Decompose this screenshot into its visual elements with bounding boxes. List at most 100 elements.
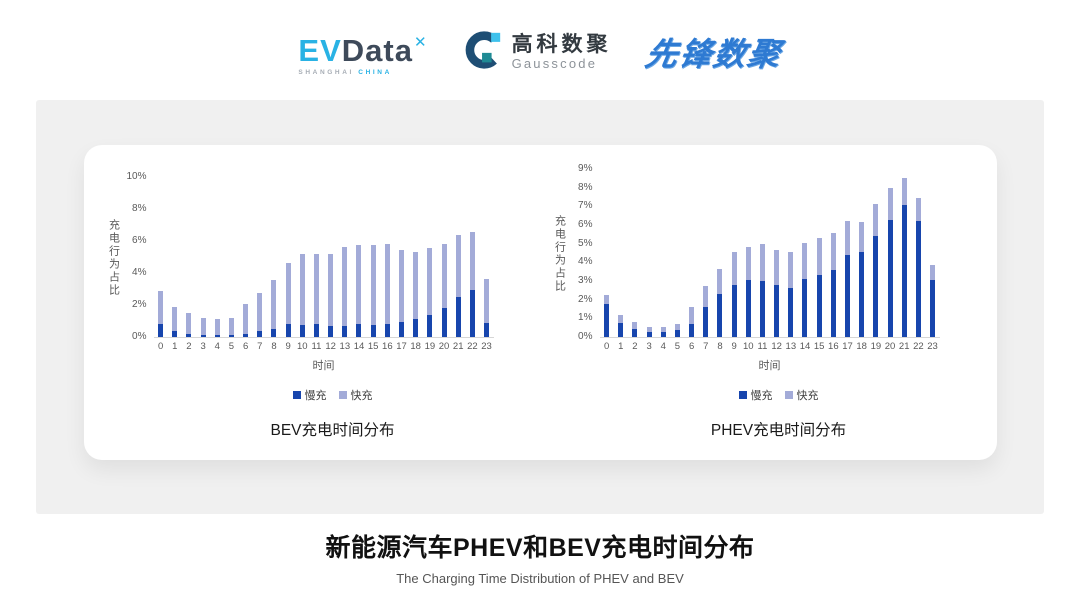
x-tick-label: 12 xyxy=(325,341,336,352)
x-tick-label: 17 xyxy=(842,341,853,352)
bar-segment-slow xyxy=(271,329,277,337)
bev-legend: 慢充 快充 xyxy=(136,387,530,403)
bar-column xyxy=(600,295,614,337)
gausscode-en-text: Gausscode xyxy=(511,56,598,71)
bar-segment-slow xyxy=(228,335,234,337)
x-tick-label: 7 xyxy=(257,341,263,352)
x-tick-label: 7 xyxy=(703,341,709,352)
bar-segment-fast xyxy=(930,265,936,281)
bar-segment-fast xyxy=(200,318,206,336)
bar-column xyxy=(479,279,493,337)
x-tick-label: 16 xyxy=(828,341,839,352)
subtitle: The Charging Time Distribution of PHEV a… xyxy=(396,571,684,586)
x-tick-label: 4 xyxy=(214,341,220,352)
evdata-shanghai-text: SHANGHAI xyxy=(298,69,354,76)
phev-bars-area xyxy=(599,170,940,338)
bar-segment-slow xyxy=(689,323,695,337)
phev-chart-title: PHEV充电时间分布 xyxy=(710,422,847,439)
legend-label: 慢充 xyxy=(750,390,773,402)
bar-segment-slow xyxy=(830,269,836,337)
y-tick-label: 0% xyxy=(578,331,593,342)
bar-segment-fast xyxy=(873,203,879,237)
bar-segment-fast xyxy=(717,268,723,295)
x-tick-label: 4 xyxy=(660,341,666,352)
bar-segment-slow xyxy=(243,334,249,337)
y-tick-label: 8% xyxy=(132,203,147,214)
x-tick-label: 21 xyxy=(898,341,910,352)
bar-segment-slow xyxy=(604,304,610,337)
bar-segment-slow xyxy=(186,333,192,337)
bev-plot-grid: 充电行为占比 0% 2% 4% 6% 8% 10% xyxy=(106,171,530,342)
bar-segment-slow xyxy=(618,323,624,337)
bar-segment-fast xyxy=(830,233,836,270)
bev-bars-area xyxy=(153,178,494,338)
bar-column xyxy=(614,314,628,337)
bar-segment-slow xyxy=(873,236,879,337)
legend-swatch-icon xyxy=(338,391,347,399)
bar-segment-slow xyxy=(915,221,921,337)
phev-legend: 慢充 快充 xyxy=(582,387,976,403)
x-tick-label: 14 xyxy=(353,341,365,352)
bar-segment-slow xyxy=(399,321,404,337)
x-tick-label: 9 xyxy=(731,341,737,352)
bar-segment-fast xyxy=(384,244,390,325)
bar-segment-slow xyxy=(887,220,893,337)
bar-segment-slow xyxy=(901,205,907,337)
y-tick-label: 8% xyxy=(578,181,593,193)
bar-column xyxy=(812,238,826,337)
bar-segment-fast xyxy=(342,247,348,326)
bar-segment-fast xyxy=(257,293,263,332)
phev-chart: 充电行为占比 0% 1% 2% 3% 4% 5% 6% 7% 8% 9% 0 1 2 3 4 5 6 7 8 9 10… xyxy=(552,163,976,440)
bar-segment-slow xyxy=(370,325,376,337)
bar-segment-slow xyxy=(384,324,390,337)
bar-column xyxy=(281,262,295,337)
bar-segment-fast xyxy=(172,306,178,332)
bar-segment-slow xyxy=(427,314,433,337)
bar-segment-fast xyxy=(158,290,164,325)
bar-segment-fast xyxy=(214,319,220,336)
bar-segment-fast xyxy=(413,252,419,319)
bar-segment-fast xyxy=(674,323,680,331)
charts-row: 充电行为占比 0% 2% 4% 6% 8% 10% 0 1 2 3 4 5 6 7 8 9 10 11 12 13 1… xyxy=(84,145,997,460)
bar-segment-fast xyxy=(689,307,695,324)
bar-segment-fast xyxy=(915,197,921,222)
bar-segment-slow xyxy=(660,332,666,337)
bar-column xyxy=(925,265,939,337)
bev-x-ticks: 0 1 2 3 4 5 6 7 8 9 10 11 12 13 14 15 16 17 18 19 20 21 22 23 xyxy=(154,341,494,352)
bar-column xyxy=(699,285,713,337)
bar-segment-slow xyxy=(257,331,263,337)
bar-segment-slow xyxy=(455,297,461,337)
legend-label: 快充 xyxy=(796,390,819,402)
legend-item: 慢充 xyxy=(292,387,327,403)
bar-column xyxy=(154,290,168,337)
bar-segment-slow xyxy=(816,275,822,337)
bar-column xyxy=(911,197,925,337)
bar-segment-slow xyxy=(646,332,652,337)
bar-column xyxy=(770,250,784,337)
bar-column xyxy=(798,242,812,337)
bar-segment-fast xyxy=(328,253,334,326)
logo-row: EVData✕ SHANGHAI CHINA 高科数聚 Gausscode 先锋… xyxy=(0,24,1080,80)
bar-segment-slow xyxy=(200,335,206,337)
bar-segment-slow xyxy=(930,280,936,337)
legend-swatch-icon xyxy=(292,391,301,399)
x-tick-label: 11 xyxy=(757,341,768,352)
x-tick-label: 18 xyxy=(410,341,421,352)
x-tick-label: 18 xyxy=(856,341,867,352)
bar-segment-fast xyxy=(604,295,610,305)
x-tick-label: 14 xyxy=(799,341,811,352)
x-tick-label: 22 xyxy=(467,341,478,352)
bar-column xyxy=(451,235,465,337)
bev-x-axis-label: 时间 xyxy=(312,360,335,372)
bar-column xyxy=(465,232,479,337)
bar-column xyxy=(883,187,897,337)
bar-segment-slow xyxy=(788,287,794,337)
bar-segment-fast xyxy=(802,242,808,280)
x-tick-label: 11 xyxy=(311,341,322,352)
bar-segment-slow xyxy=(845,254,850,337)
bar-segment-slow xyxy=(774,284,780,337)
x-tick-label: 23 xyxy=(481,341,492,352)
bar-segment-fast xyxy=(660,326,666,333)
bar-segment-fast xyxy=(845,221,850,255)
